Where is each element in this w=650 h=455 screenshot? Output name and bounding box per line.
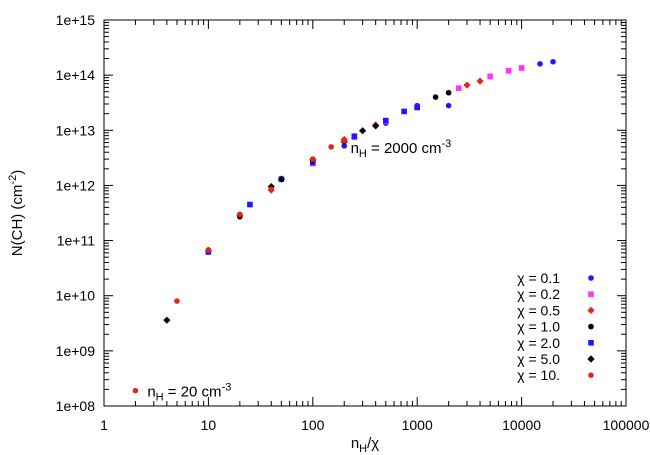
data-point bbox=[359, 127, 367, 135]
data-point bbox=[445, 89, 452, 96]
data-point bbox=[372, 122, 380, 130]
x-axis-label: nH/χ bbox=[351, 435, 379, 455]
data-point bbox=[432, 94, 439, 100]
data-point bbox=[505, 67, 512, 74]
data-point bbox=[463, 81, 471, 89]
data-point bbox=[382, 117, 389, 124]
data-point bbox=[414, 104, 420, 111]
data-point bbox=[487, 73, 493, 80]
data-point bbox=[518, 65, 525, 71]
data-point bbox=[174, 298, 180, 304]
data-point bbox=[401, 108, 407, 115]
legend-label: χ = 2.0 bbox=[517, 335, 560, 351]
legend-label: χ = 0.1 bbox=[517, 270, 560, 286]
y-tick-label: 1e+11 bbox=[57, 233, 95, 249]
y-tick-label: 1e+15 bbox=[56, 12, 96, 28]
y-tick-label: 1e+09 bbox=[56, 343, 96, 359]
legend-marker bbox=[588, 275, 594, 281]
data-point bbox=[476, 77, 484, 85]
plot-area-border bbox=[103, 19, 627, 407]
data-point bbox=[341, 143, 348, 149]
data-point bbox=[205, 247, 212, 253]
x-tick-label: 100000 bbox=[603, 417, 650, 433]
annotation-nh-2000: nH = 2000 cm-3 bbox=[351, 138, 452, 160]
y-axis-label: N(CH) (cm-2) bbox=[7, 170, 26, 256]
data-point bbox=[351, 133, 358, 140]
y-tick-label: 1e+13 bbox=[56, 122, 96, 138]
data-point bbox=[310, 156, 316, 162]
data-point bbox=[341, 137, 348, 144]
legend-marker bbox=[588, 372, 594, 379]
legend-label: χ = 10. bbox=[517, 367, 560, 383]
legend-marker bbox=[588, 340, 594, 346]
x-tick-label: 10 bbox=[201, 417, 217, 433]
legend-label: χ = 5.0 bbox=[517, 351, 560, 367]
data-point bbox=[163, 316, 171, 324]
y-tick-labels: 1e+08 1e+09 1e+10 1e+11 1e+12 1e+13 1e+14 1e+15 bbox=[56, 12, 96, 414]
legend-marker bbox=[587, 355, 595, 363]
data-point bbox=[550, 58, 556, 65]
legend-marker bbox=[588, 323, 594, 330]
legend-label: χ = 1.0 bbox=[517, 319, 560, 335]
legend-label: χ = 0.5 bbox=[517, 302, 560, 318]
x-tick-label: 10000 bbox=[502, 417, 541, 433]
x-tick-label: 1 bbox=[100, 417, 108, 433]
data-points bbox=[132, 58, 556, 394]
data-point bbox=[455, 85, 462, 91]
plot-frame bbox=[103, 19, 627, 407]
data-point bbox=[268, 186, 275, 193]
annotation-nh-20: nH = 20 cm-3 bbox=[147, 382, 231, 404]
data-point bbox=[237, 211, 243, 218]
legend: χ = 0.1χ = 0.2χ = 0.5χ = 1.0χ = 2.0χ = 5… bbox=[517, 270, 595, 383]
y-tick-label: 1e+12 bbox=[56, 177, 96, 193]
x-tick-labels: 1 10 100 1000 10000 100000 bbox=[100, 417, 649, 433]
data-point bbox=[537, 61, 543, 67]
y-tick-label: 1e+14 bbox=[56, 67, 96, 83]
y-tick-label: 1e+10 bbox=[56, 288, 96, 304]
data-point bbox=[277, 175, 285, 183]
axis-ticks bbox=[103, 19, 627, 407]
legend-label: χ = 0.2 bbox=[517, 286, 560, 302]
legend-marker bbox=[587, 306, 595, 314]
legend-marker bbox=[588, 291, 594, 297]
data-point bbox=[247, 201, 253, 208]
data-point bbox=[445, 102, 452, 109]
data-point bbox=[328, 144, 334, 150]
y-tick-label: 1e+08 bbox=[56, 398, 96, 414]
x-tick-label: 100 bbox=[301, 417, 325, 433]
data-point bbox=[132, 387, 139, 394]
x-tick-label: 1000 bbox=[402, 417, 433, 433]
